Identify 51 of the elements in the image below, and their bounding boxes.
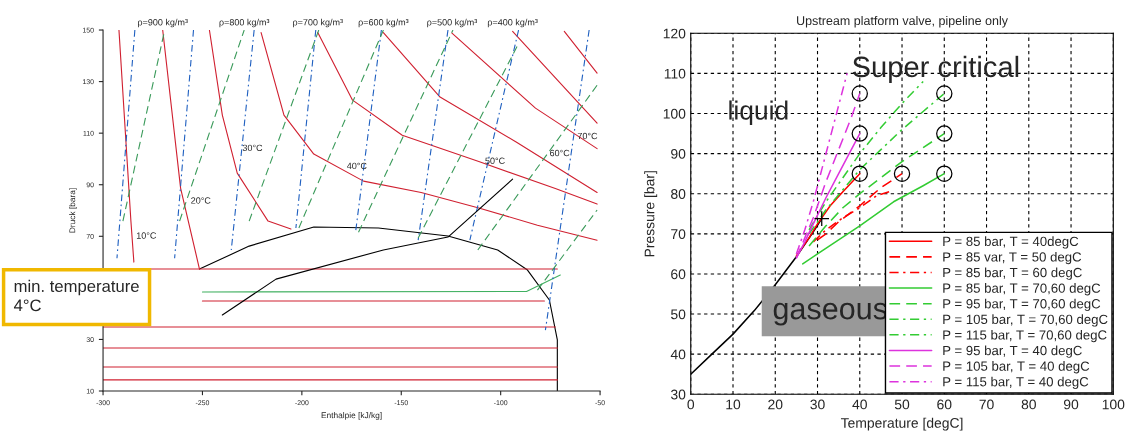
legend-label: P = 85 bar, T = 40degC [943, 236, 1079, 249]
annotation: ρ=900 kg/m³ [138, 18, 188, 28]
x-tick-label: 80 [1021, 399, 1036, 410]
y-tick-label: 90 [671, 148, 686, 159]
legend-label: P = 105 bar, T = 70,60 degC [943, 314, 1108, 327]
chart-title: Upstream platform valve, pipeline only [797, 15, 1008, 28]
x-axis-title: Enthalpie [kJ/kg] [321, 412, 382, 420]
x-axis-title: Temperature [degC] [840, 417, 963, 431]
y-tick-label: 80 [671, 189, 686, 199]
annotation: 10°C [136, 232, 157, 239]
y-tick-label: 60 [671, 269, 686, 280]
legend-label: P = 95 bar, T = 70,60 degC [943, 298, 1101, 312]
annotation: 30°C [242, 144, 263, 152]
annotation: 20°C [191, 197, 211, 204]
legend-label: P = 115 bar, T = 70,60 degC [943, 329, 1107, 343]
annotation: min. temperature 4°C [13, 279, 139, 312]
x-tick-label: 0 [687, 399, 695, 410]
x-tick-label: 10 [726, 399, 741, 410]
y-tick-label: 100 [663, 108, 686, 119]
legend-label: P = 85 bar, T = 70,60 degC [943, 283, 1101, 296]
x-tick-label: 70 [979, 399, 994, 410]
legend-label: P = 115 bar, T = 40 degC [943, 376, 1089, 390]
legend-label: P = 95 bar, T = 40 degC [943, 345, 1082, 358]
annotation: ρ=700 kg/m³ [293, 18, 343, 28]
annotation: ρ=800 kg/m³ [219, 18, 270, 28]
annotation: ρ=500 kg/m³ [427, 18, 478, 28]
annotation: Super critical [852, 55, 1019, 83]
x-tick-label: 90 [1063, 399, 1079, 410]
y-tick-label: 40 [670, 349, 686, 360]
x-tick-label: 60 [937, 399, 952, 410]
y-axis-title: Pressure [bar] [644, 171, 658, 257]
annotation: ρ=400 kg/m³ [487, 18, 538, 28]
x-tick-label: 40 [852, 399, 867, 410]
annotation: liquid [729, 100, 788, 126]
legend-label: P = 105 bar, T = 40 degC [943, 361, 1090, 374]
y-tick-label: 70 [671, 229, 686, 240]
x-tick-label: 20 [768, 399, 783, 410]
legend-label: P = 85 var, T = 50 degC [943, 251, 1082, 265]
y-tick-label: 50 [671, 309, 686, 320]
y-tick-label: 110 [664, 68, 686, 79]
y-tick-label: 120 [663, 28, 686, 39]
x-tick-label: 30 [810, 399, 825, 410]
x-tick-label: 50 [894, 399, 910, 410]
annotation: 70°C [577, 132, 598, 140]
legend-label: P = 85 bar, T = 60 degC [943, 267, 1082, 280]
y-axis-title: Druck [bara] [69, 188, 77, 233]
annotation: gaseous [773, 302, 887, 326]
x-tick-label: 100 [1102, 399, 1125, 410]
annotation: 50°C [485, 157, 505, 164]
annotation: 60°C [550, 149, 570, 157]
annotation: ρ=600 kg/m³ [358, 18, 409, 28]
